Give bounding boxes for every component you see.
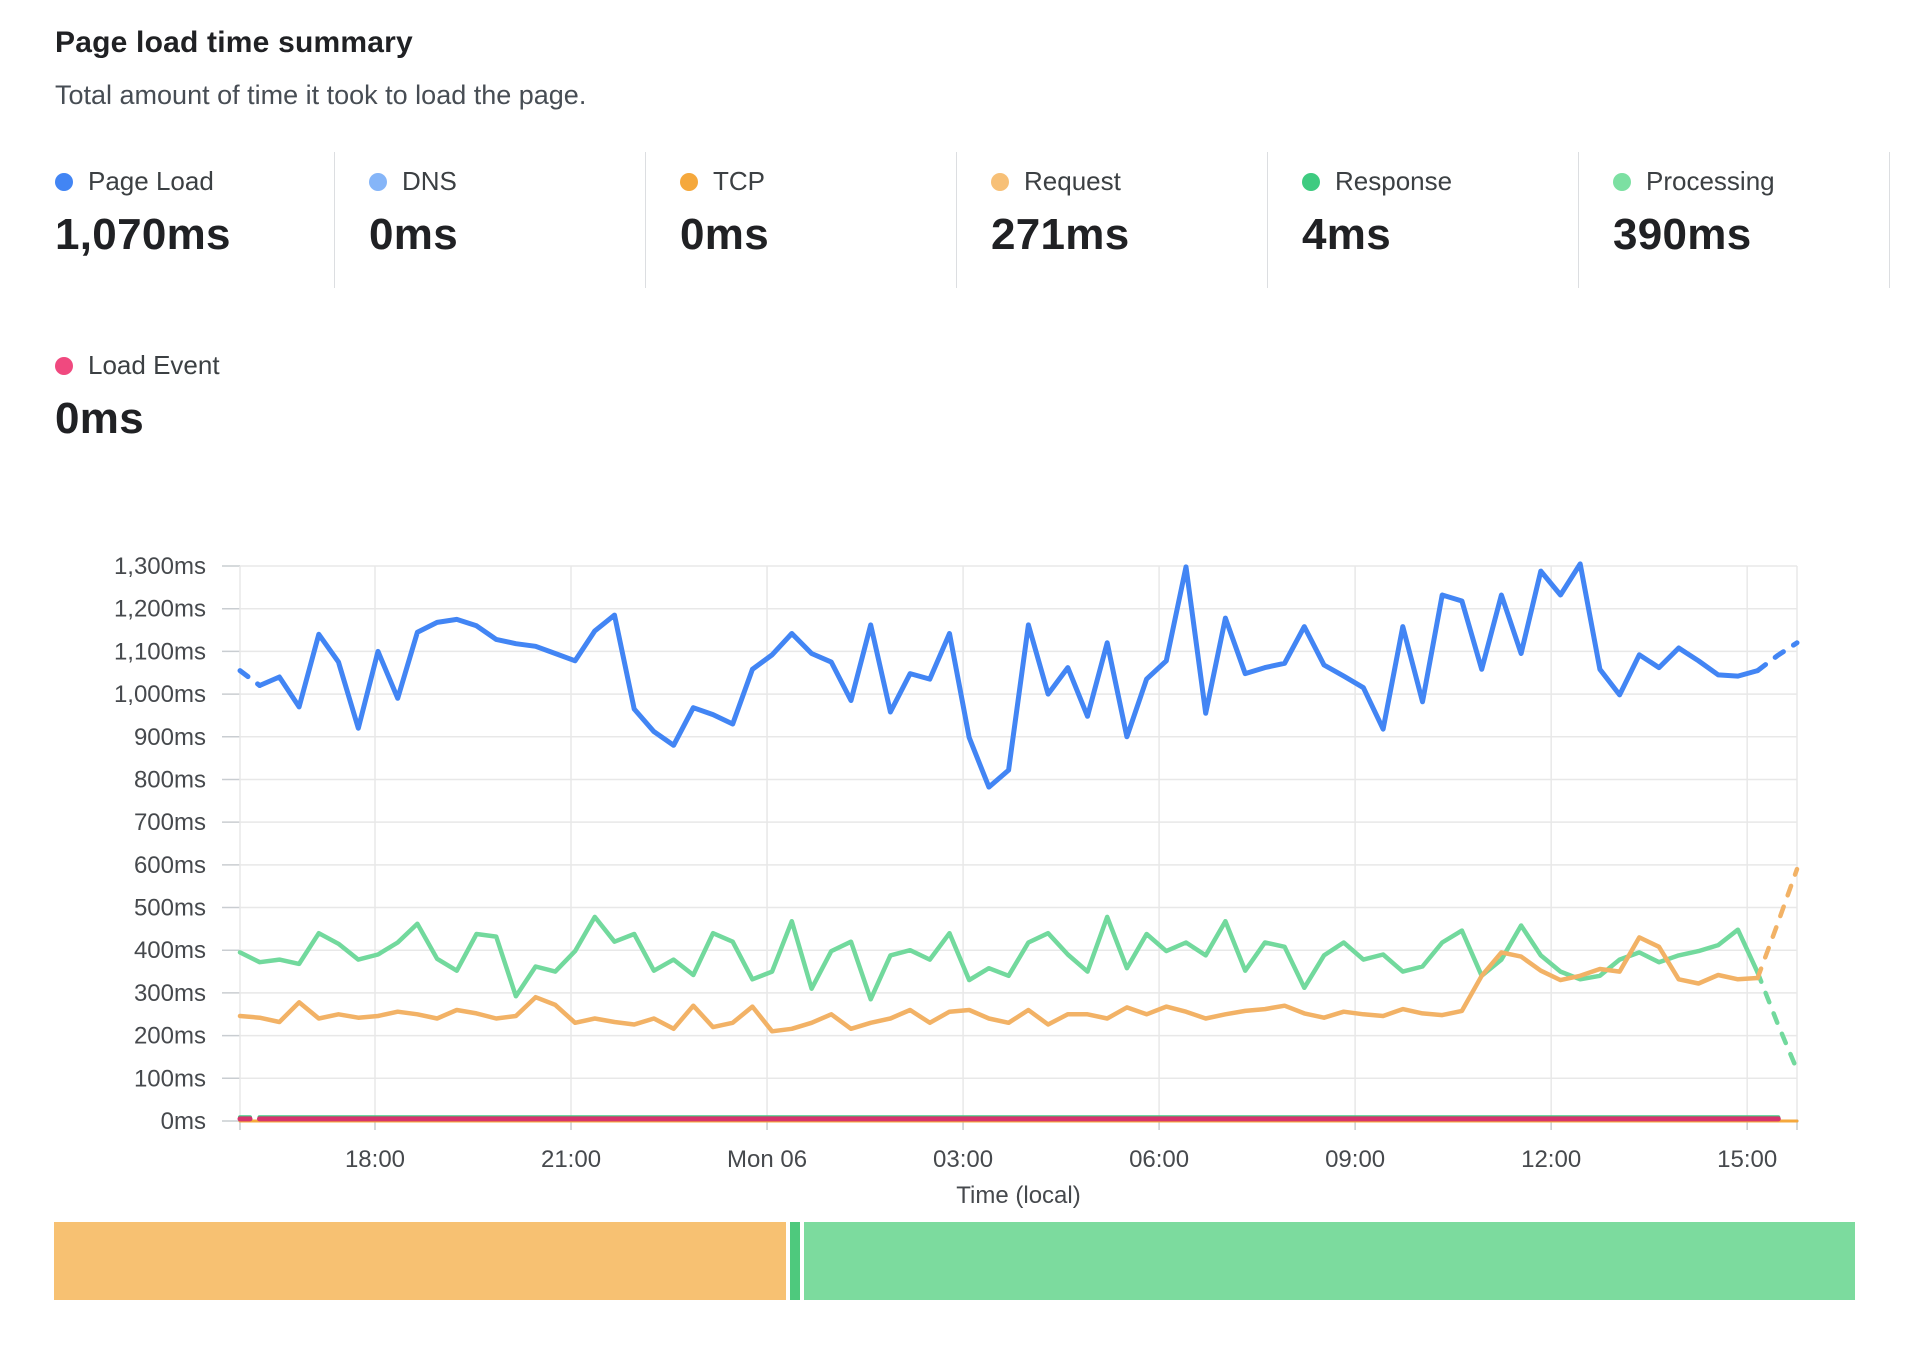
legend-item-page-load[interactable]: Page Load 1,070ms [55, 152, 335, 288]
page-title: Page load time summary [55, 26, 413, 59]
processing-value: 390ms [1613, 210, 1752, 259]
y-tick-label: 300ms [134, 980, 206, 1007]
x-axis-title: Time (local) [956, 1182, 1080, 1209]
legend-label: Page Load [55, 166, 334, 197]
x-tick-label: 18:00 [345, 1146, 405, 1173]
legend-item-request[interactable]: Request 271ms [957, 152, 1268, 288]
y-tick-label: 0ms [161, 1108, 206, 1135]
series-request [237, 935, 1760, 1034]
legend-label: TCP [680, 166, 956, 197]
legend-item-dns[interactable]: DNS 0ms [335, 152, 646, 288]
x-tick-label: 21:00 [541, 1146, 601, 1173]
y-tick-label: 1,200ms [114, 596, 206, 623]
request-dot-icon [991, 172, 1009, 191]
response-dot-icon [1302, 172, 1320, 191]
y-tick-label: 900ms [134, 724, 206, 751]
legend-metrics-row: Page Load 1,070ms DNS 0ms TCP 0ms Reques… [55, 152, 1890, 288]
request-span [54, 1222, 786, 1300]
page-load-value: 1,070ms [55, 210, 231, 259]
y-tick-label: 100ms [134, 1065, 206, 1092]
y-tick-label: 600ms [134, 852, 206, 879]
tcp-value: 0ms [680, 210, 769, 259]
x-tick-label: 12:00 [1521, 1146, 1581, 1173]
y-tick-label: 1,100ms [114, 638, 206, 665]
legend-item-processing[interactable]: Processing 390ms [1579, 152, 1890, 288]
dns-value: 0ms [369, 210, 458, 259]
legend-label: Load Event [55, 350, 335, 381]
x-tick-label: 06:00 [1129, 1146, 1189, 1173]
y-tick-label: 400ms [134, 937, 206, 964]
legend-label: Processing [1613, 166, 1889, 197]
legend-label: DNS [369, 166, 645, 197]
processing-dot-icon [1613, 172, 1631, 191]
tcp-dot-icon [680, 172, 698, 191]
request-value: 271ms [991, 210, 1130, 259]
processing-span [803, 1222, 1855, 1300]
load-event-value: 0ms [55, 394, 144, 443]
dns-dot-icon [369, 172, 387, 191]
x-tick-label: 09:00 [1325, 1146, 1385, 1173]
response-value: 4ms [1302, 210, 1391, 259]
legend-item-tcp[interactable]: TCP 0ms [646, 152, 957, 288]
load-event-dot-icon [55, 356, 73, 375]
y-tick-label: 500ms [134, 895, 206, 922]
y-tick-label: 1,300ms [114, 553, 206, 580]
x-tick-label: 15:00 [1717, 1146, 1777, 1173]
legend-label-text: Request [1024, 166, 1121, 196]
legend-label-text: Page Load [88, 166, 214, 196]
y-tick-label: 1,000ms [114, 681, 206, 708]
duration-span-bar [54, 1222, 1856, 1300]
legend-label-text: Response [1335, 166, 1453, 196]
legend-label: Request [991, 166, 1267, 197]
line-chart-canvas[interactable]: 0ms 100ms 200ms 300ms 400ms 500ms 600ms 700ms 80… [0, 440, 1910, 1210]
legend-label: Response [1302, 166, 1578, 197]
legend-item-load-event[interactable]: Load Event 0ms [55, 336, 335, 444]
y-tick-label: 200ms [134, 1023, 206, 1050]
y-tick-label: 800ms [134, 766, 206, 793]
legend-label-text: Processing [1646, 166, 1775, 196]
series-page-load [237, 668, 263, 688]
load-time-chart[interactable]: 0ms 100ms 200ms 300ms 400ms 500ms 600ms 700ms 80… [0, 440, 1910, 1210]
transition-sliver [789, 1222, 800, 1300]
x-tick-label: 03:00 [933, 1146, 993, 1173]
series-processing [237, 914, 1760, 1002]
x-tick-label: Mon 06 [727, 1146, 807, 1173]
chart-header: Page load time summary Total amount of t… [55, 26, 586, 111]
series-request [1755, 866, 1800, 981]
series-processing [1755, 970, 1800, 1073]
y-tick-label: 700ms [134, 809, 206, 836]
page-subtitle: Total amount of time it took to load the… [55, 80, 587, 110]
series-page-load [257, 561, 1761, 790]
series-page-load [1755, 640, 1800, 674]
page-load-dot-icon [55, 172, 73, 191]
legend-label-text: TCP [713, 166, 765, 196]
legend-label-text: Load Event [88, 350, 220, 380]
legend-item-response[interactable]: Response 4ms [1268, 152, 1579, 288]
legend-label-text: DNS [402, 166, 457, 196]
legend-metrics-row-2: Load Event 0ms [55, 336, 1890, 444]
